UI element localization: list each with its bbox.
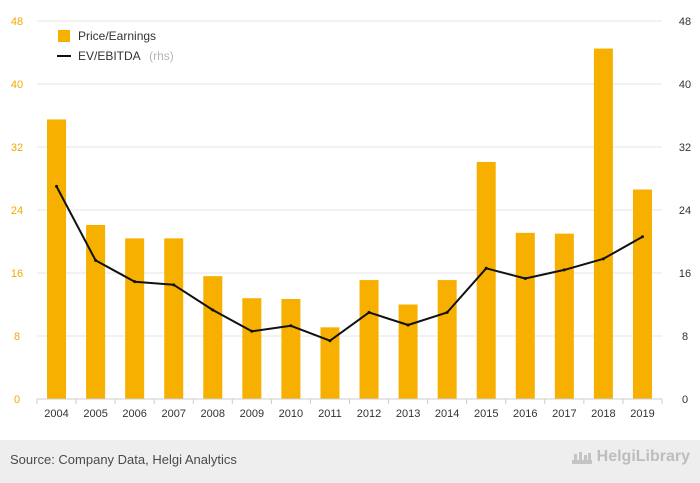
bar-price-earnings: [320, 327, 340, 399]
x-tick-label: 2004: [44, 408, 68, 420]
legend-label-price-earnings: Price/Earnings: [78, 29, 156, 43]
x-tick-label: 2015: [474, 408, 498, 420]
x-tick-label: 2007: [161, 408, 185, 420]
y-tick-left: 32: [11, 142, 23, 154]
y-tick-right: 8: [682, 331, 688, 343]
y-tick-right: 16: [679, 268, 691, 280]
bar-price-earnings: [476, 161, 496, 399]
bar-price-earnings: [593, 48, 613, 399]
bar-price-earnings: [86, 224, 106, 399]
point-ev-ebitda: [523, 277, 527, 281]
y-tick-right: 0: [682, 394, 688, 406]
bar-price-earnings: [47, 119, 67, 399]
bar-price-earnings: [242, 298, 262, 399]
bar-price-earnings: [203, 276, 223, 399]
logo-text: HelgiLibrary: [596, 448, 690, 465]
y-tick-right: 32: [679, 142, 691, 154]
bar-price-earnings: [632, 189, 652, 399]
x-tick-label: 2011: [318, 408, 342, 420]
x-tick-label: 2013: [396, 408, 420, 420]
legend-label-ev-ebitda: EV/EBITDA (rhs): [78, 47, 174, 64]
point-ev-ebitda: [133, 280, 137, 284]
point-ev-ebitda: [172, 283, 176, 287]
x-tick-label: 2005: [83, 408, 107, 420]
y-tick-left: 8: [14, 331, 20, 343]
x-tick-label: 2006: [122, 408, 146, 420]
bar-price-earnings: [554, 233, 574, 399]
point-ev-ebitda: [562, 268, 566, 272]
chart: 0 0 8 8 16 16 24 24 32 32 40 40 48 48 2004 2005 2006 2007…: [11, 16, 691, 420]
x-tick-label: 2010: [279, 408, 303, 420]
point-ev-ebitda: [211, 308, 215, 312]
x-tick-label: 2009: [240, 408, 264, 420]
y-tick-left: 16: [11, 268, 23, 280]
y-tick-right: 48: [679, 16, 691, 28]
x-tick-label: 2019: [630, 408, 654, 420]
bar-price-earnings: [437, 280, 457, 399]
footer: Source: Company Data, Helgi Analytics He…: [0, 440, 700, 483]
point-ev-ebitda: [640, 235, 644, 239]
point-ev-ebitda: [445, 310, 449, 314]
legend: Price/Earnings EV/EBITDA (rhs): [57, 29, 174, 64]
legend-swatch-price-earnings: [58, 30, 70, 42]
point-ev-ebitda: [250, 329, 254, 333]
x-tick-label: 2008: [201, 408, 225, 420]
y-tick-right: 40: [679, 79, 691, 91]
point-ev-ebitda: [406, 323, 410, 327]
x-tick-label: 2017: [552, 408, 576, 420]
bar-price-earnings: [281, 298, 301, 399]
helgi-library-logo[interactable]: HelgiLibrary: [571, 448, 690, 466]
bar-price-earnings: [515, 232, 535, 399]
point-ev-ebitda: [55, 184, 59, 188]
bar-price-earnings: [125, 238, 145, 399]
x-tick-label: 2018: [591, 408, 615, 420]
axes: 0 0 8 8 16 16 24 24 32 32 40 40 48 48 2004 2005 2006 2007…: [11, 16, 691, 420]
point-ev-ebitda: [328, 339, 332, 343]
library-icon: [571, 452, 592, 464]
point-ev-ebitda: [484, 266, 488, 270]
y-tick-left: 48: [11, 16, 23, 28]
y-tick-left: 0: [14, 394, 20, 406]
line-series: [55, 184, 644, 343]
point-ev-ebitda: [601, 257, 605, 261]
y-tick-left: 40: [11, 79, 23, 91]
x-tick-label: 2012: [357, 408, 381, 420]
x-tick-label: 2014: [435, 408, 459, 420]
point-ev-ebitda: [367, 310, 371, 314]
point-ev-ebitda: [94, 258, 98, 262]
point-ev-ebitda: [289, 324, 293, 328]
bar-price-earnings: [359, 280, 379, 399]
bar-price-earnings: [164, 238, 184, 399]
y-tick-right: 24: [679, 205, 691, 217]
line-ev-ebitda: [55, 185, 643, 342]
bar-price-earnings: [398, 304, 418, 399]
bar-series: [47, 48, 652, 399]
x-tick-label: 2016: [513, 408, 537, 420]
y-tick-left: 24: [11, 205, 23, 217]
source-note: Source: Company Data, Helgi Analytics: [10, 452, 237, 467]
